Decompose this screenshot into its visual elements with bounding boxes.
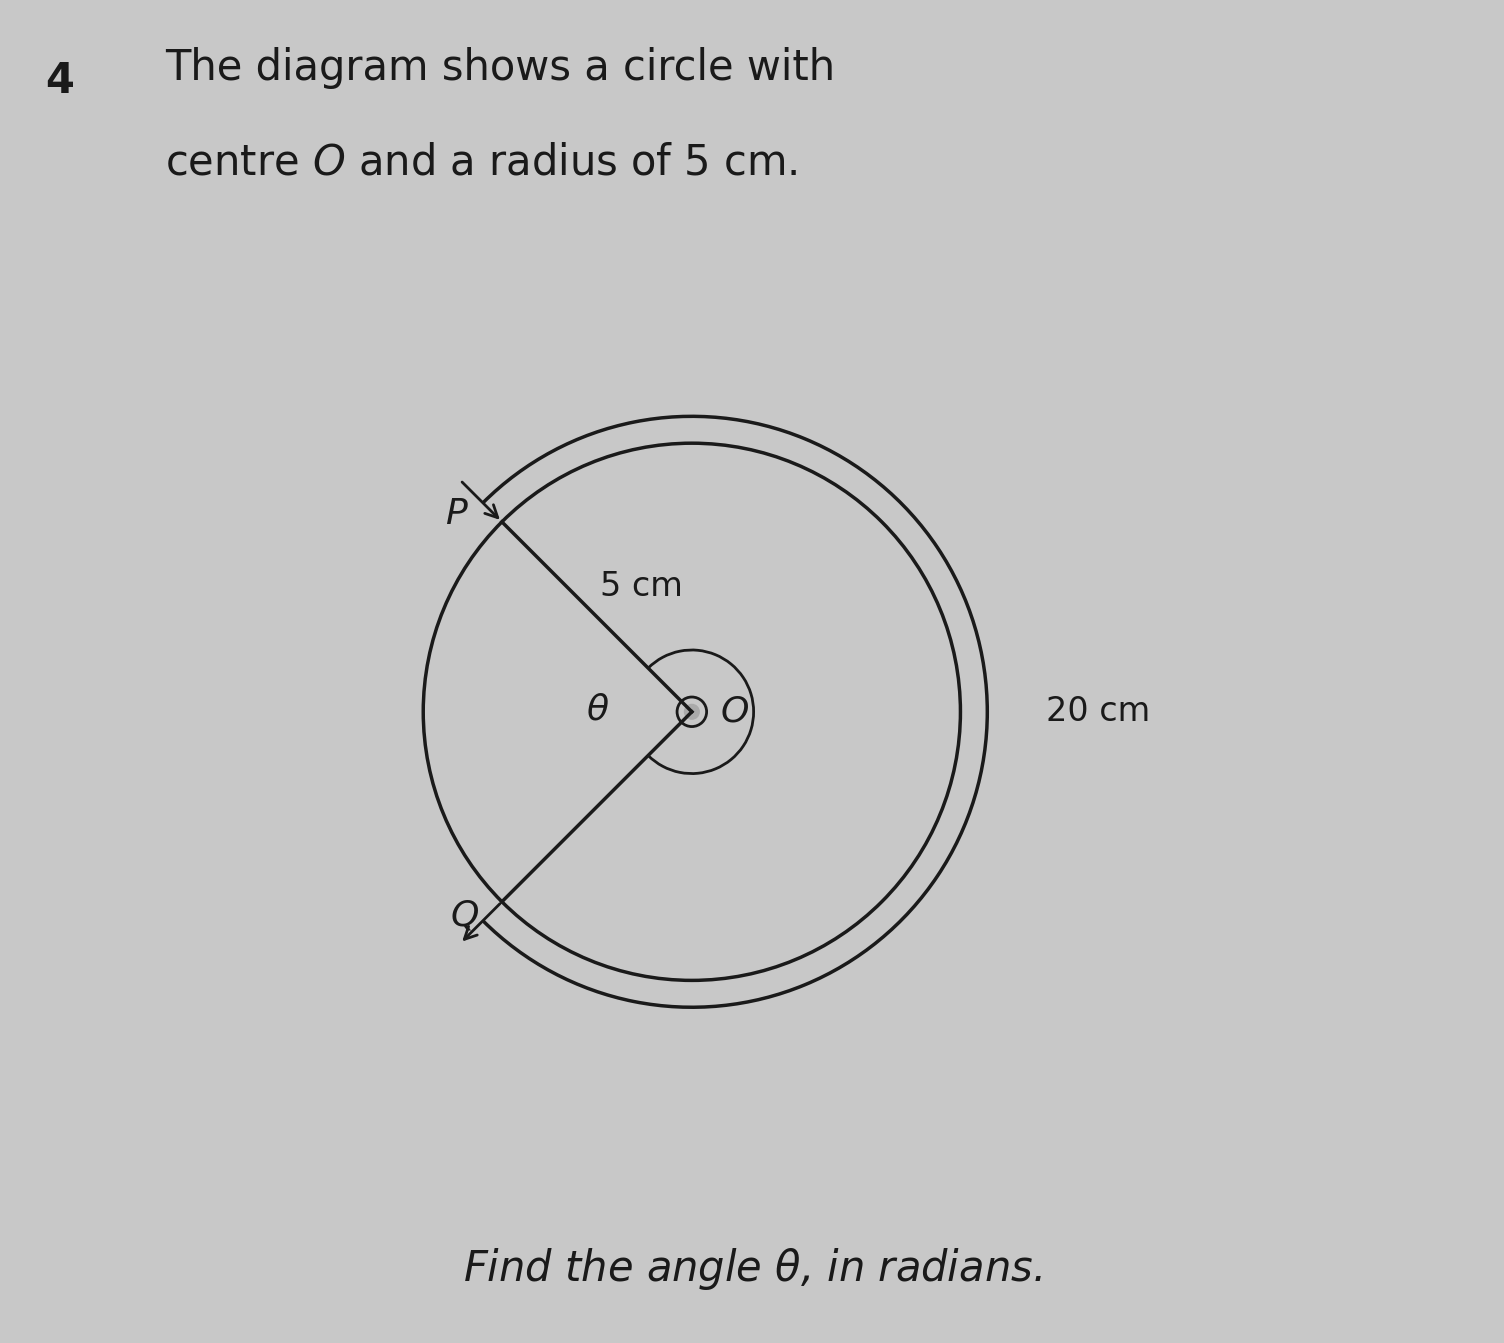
Text: P: P — [445, 497, 468, 530]
Text: Find the angle $\theta$, in radians.: Find the angle $\theta$, in radians. — [463, 1246, 1041, 1292]
Text: $\theta$: $\theta$ — [587, 692, 609, 727]
Text: Q: Q — [450, 898, 478, 932]
Text: The diagram shows a circle with: The diagram shows a circle with — [165, 47, 836, 89]
Text: 5 cm: 5 cm — [600, 569, 683, 603]
Text: centre $O$ and a radius of 5 cm.: centre $O$ and a radius of 5 cm. — [165, 141, 799, 183]
Text: O: O — [720, 694, 749, 729]
Circle shape — [684, 704, 699, 720]
Text: 20 cm: 20 cm — [1047, 696, 1151, 728]
Text: 4: 4 — [45, 60, 74, 102]
